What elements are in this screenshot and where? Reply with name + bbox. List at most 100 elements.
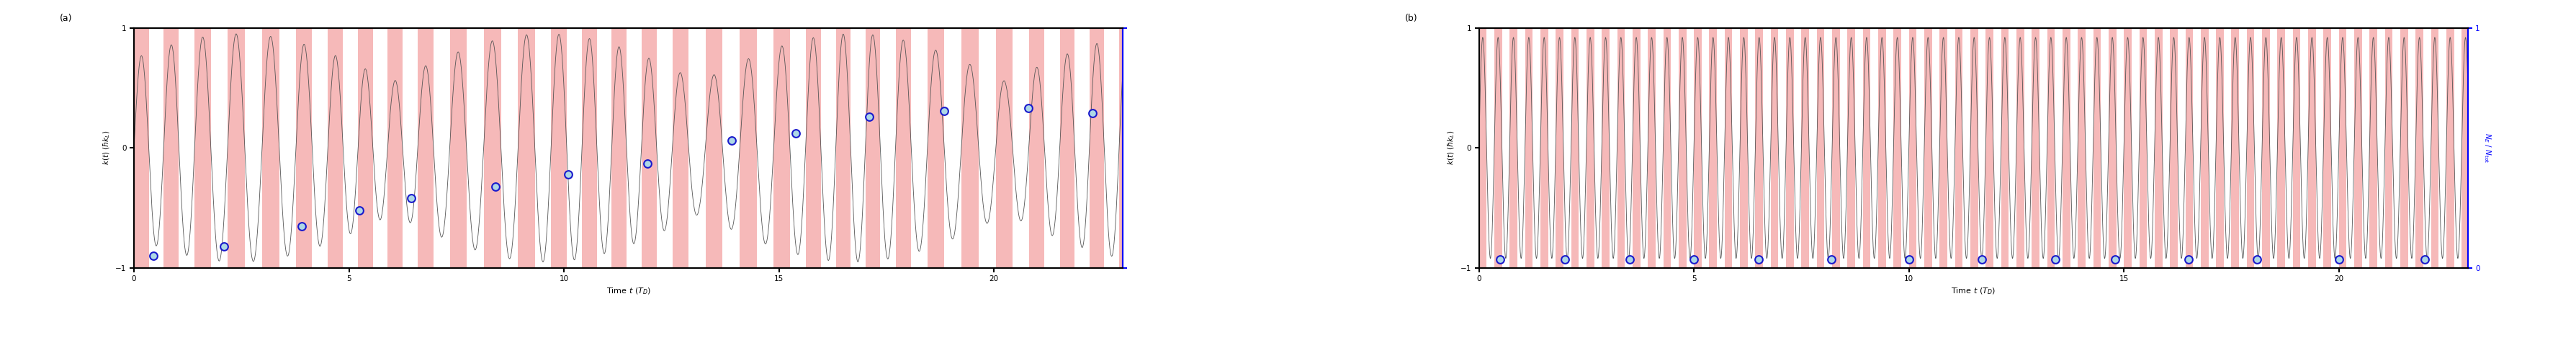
Bar [2262,28,2269,268]
Bar [1940,28,1947,268]
Bar [1710,28,1718,268]
Bar [1816,28,1824,268]
Point [1674,257,1716,262]
Bar [2463,28,2468,268]
Bar [165,28,178,268]
Bar [2017,28,2025,268]
Bar [2370,28,2378,268]
Bar [1633,28,1641,268]
Point [1479,257,1520,262]
Point [2169,257,2210,262]
Text: (a): (a) [59,14,72,23]
Bar [1028,28,1043,268]
Bar [835,28,850,268]
Bar [1587,28,1595,268]
Bar [1785,28,1793,268]
Bar [263,28,278,268]
Bar [1479,28,1486,268]
Bar [773,28,791,268]
Bar [2432,28,2439,268]
Bar [2169,28,2177,268]
Text: (b): (b) [1404,14,1417,23]
Y-axis label: $k(t)$ $(ħk_L)$: $k(t)$ $(ħk_L)$ [100,130,111,165]
Bar [1862,28,1870,268]
Bar [706,28,721,268]
Point [775,131,817,136]
Point [2403,257,2445,262]
Bar [2447,28,2455,268]
Bar [327,28,343,268]
Bar [2401,28,2409,268]
Bar [2094,28,2102,268]
X-axis label: Time $t$ ($T_D$): Time $t$ ($T_D$) [605,287,652,296]
Bar [2048,28,2056,268]
Bar [1059,28,1074,268]
Bar [1955,28,1963,268]
Point [1739,257,1780,262]
Bar [296,28,312,268]
Bar [2277,28,2285,268]
Bar [196,28,211,268]
Point [474,183,515,189]
Bar [134,28,149,268]
Bar [227,28,245,268]
Bar [2002,28,2009,268]
Point [1960,257,2002,262]
Bar [1540,28,1548,268]
Point [340,207,381,213]
Bar [1618,28,1625,268]
Point [2236,257,2277,262]
Point [2035,257,2076,262]
Bar [2308,28,2316,268]
Bar [1664,28,1672,268]
Point [2318,257,2360,262]
Bar [927,28,945,268]
Y-axis label: $N_E$ / $N_\mathrm{tot}$: $N_E$ / $N_\mathrm{tot}$ [2483,133,2491,163]
Point [848,114,889,119]
Bar [611,28,626,268]
Bar [386,28,402,268]
Point [1007,105,1048,111]
Bar [896,28,912,268]
Bar [1090,28,1105,268]
Bar [2385,28,2393,268]
Bar [1118,28,1123,268]
Point [626,161,667,166]
Bar [2200,28,2208,268]
Bar [1680,28,1687,268]
Bar [1893,28,1901,268]
Bar [2125,28,2130,268]
Point [281,223,322,229]
Bar [1695,28,1703,268]
Bar [2231,28,2239,268]
Bar [518,28,536,268]
Bar [1971,28,1978,268]
Bar [1602,28,1610,268]
Point [549,172,590,177]
Bar [1739,28,1747,268]
Bar [2110,28,2117,268]
Point [134,253,175,259]
Bar [1494,28,1502,268]
Bar [2246,28,2254,268]
Bar [961,28,979,268]
Bar [484,28,500,268]
Bar [1878,28,1886,268]
Bar [739,28,757,268]
Point [1543,257,1584,262]
Bar [1525,28,1533,268]
Bar [1556,28,1564,268]
Bar [672,28,688,268]
Bar [2079,28,2087,268]
Bar [2154,28,2161,268]
Bar [2063,28,2071,268]
Point [2094,257,2136,262]
Point [204,244,245,249]
Bar [1571,28,1579,268]
Bar [806,28,822,268]
Bar [1924,28,1932,268]
Bar [997,28,1012,268]
Point [1610,257,1651,262]
Bar [551,28,567,268]
Bar [641,28,657,268]
